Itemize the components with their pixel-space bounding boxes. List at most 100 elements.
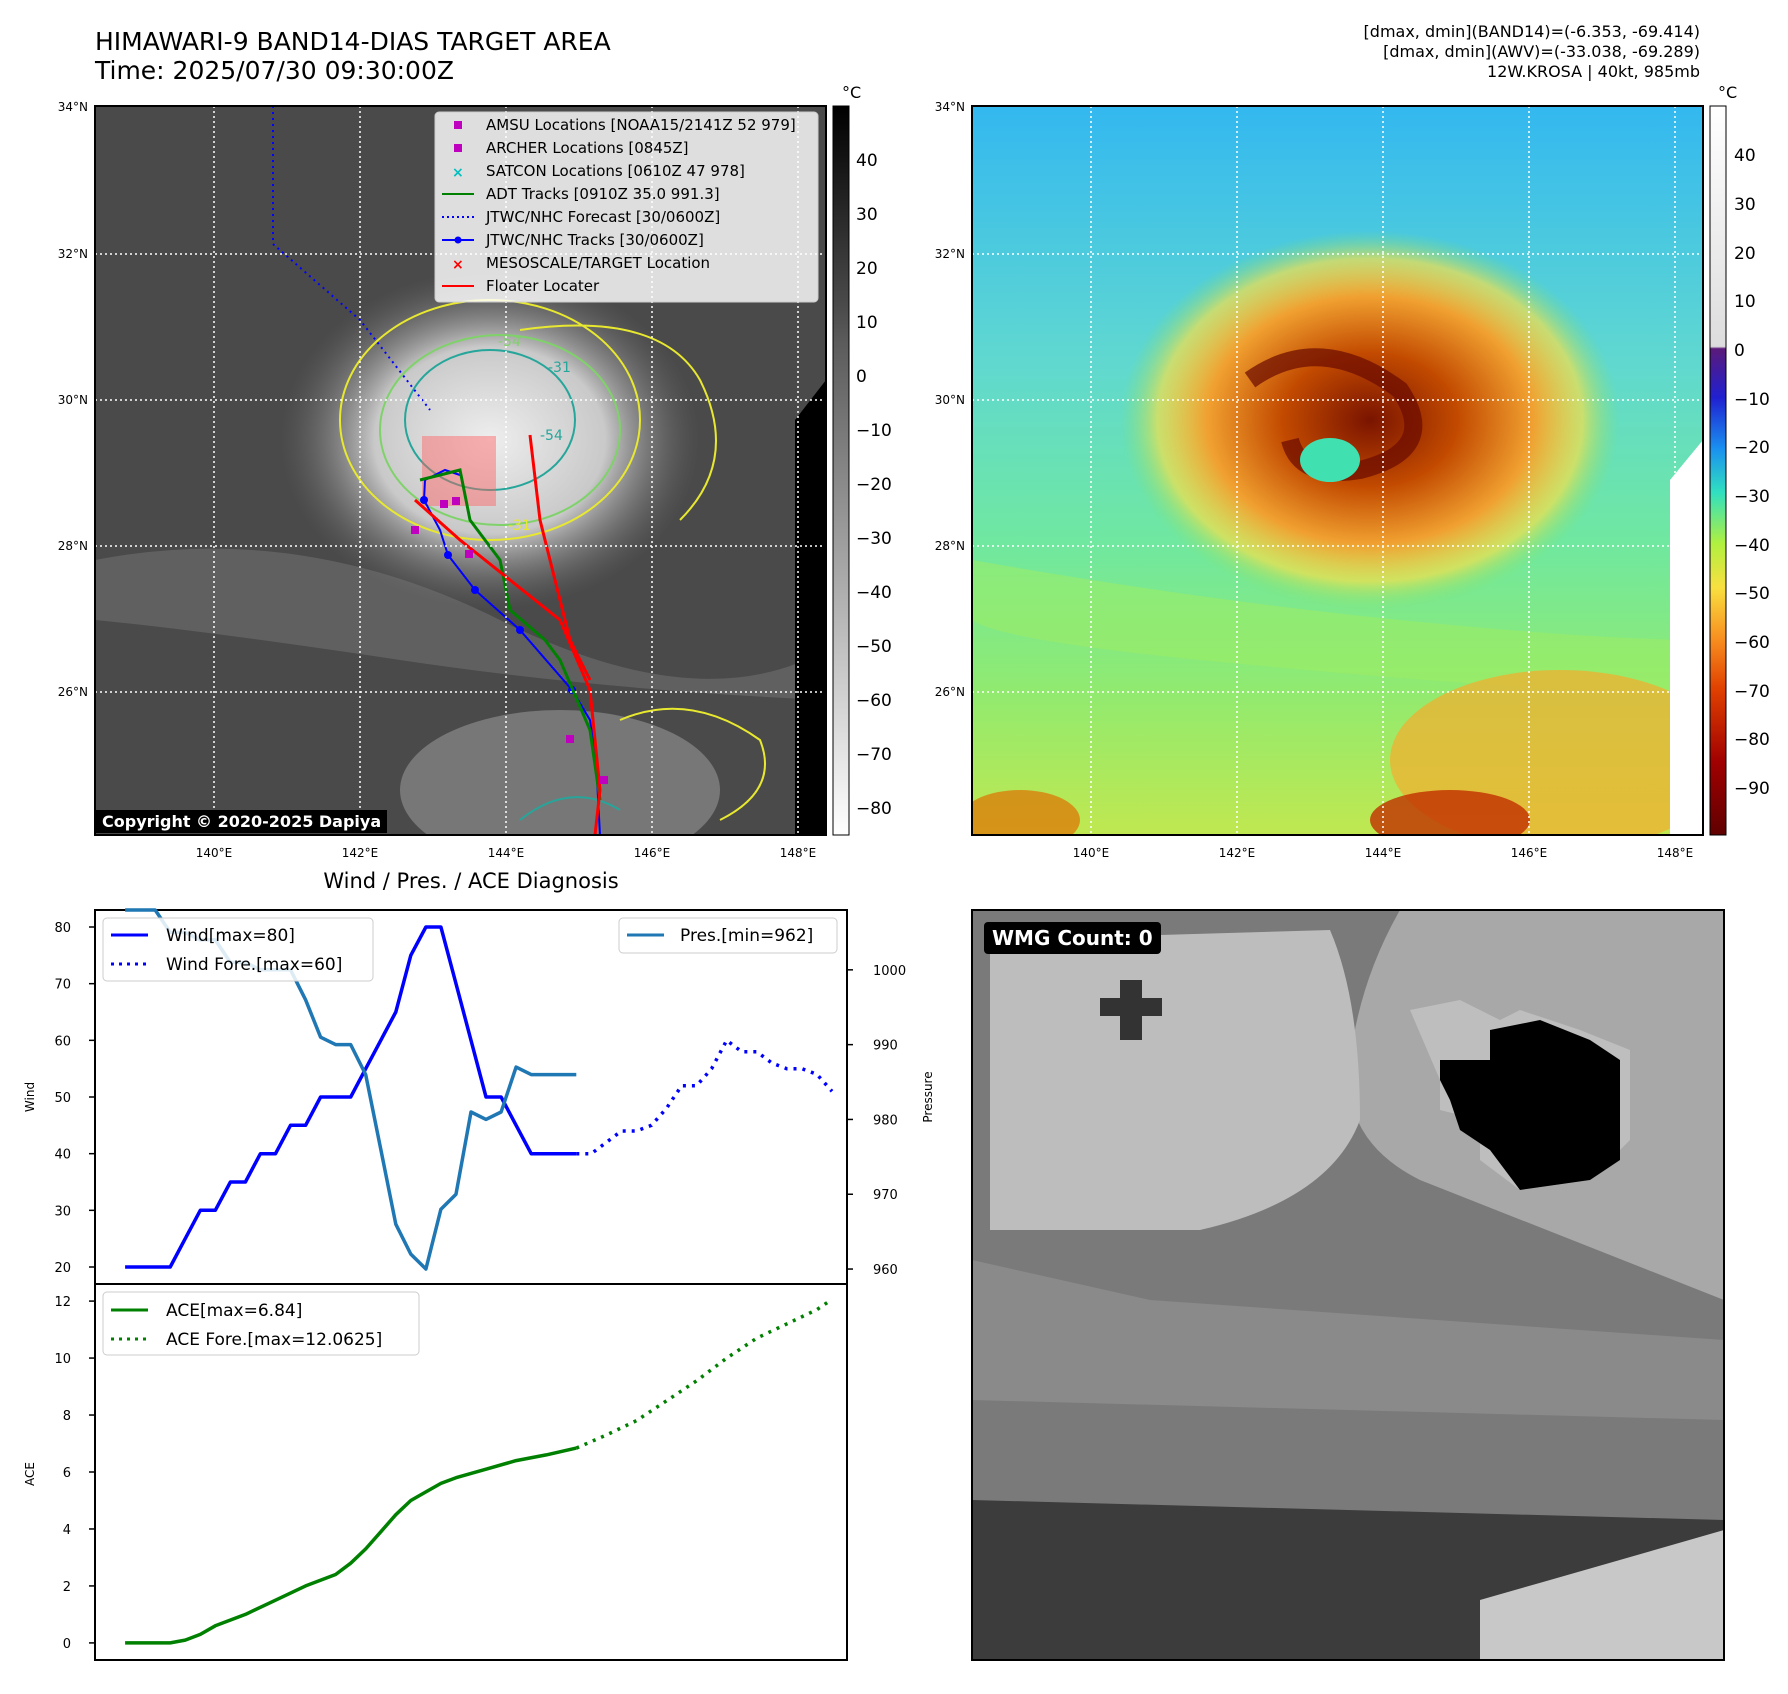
wind-legend-box	[102, 917, 374, 982]
lat-label: 26°N	[58, 685, 88, 699]
legend-label: ARCHER Locations [0845Z]	[486, 139, 689, 157]
diagnosis-title: Wind / Pres. / ACE Diagnosis	[323, 869, 618, 893]
cbar-tick: −30	[1734, 487, 1770, 507]
southern-cloud	[400, 710, 720, 835]
y-tick-label: 50	[54, 1091, 71, 1106]
moist-band	[972, 560, 1703, 700]
wmg-light-south	[1480, 1530, 1724, 1660]
contour-teal-south	[519, 796, 621, 821]
colorbar-gray-unit: °C	[842, 83, 861, 102]
map-left-lat-labels: 34°N 32°N 30°N 28°N 26°N	[58, 100, 88, 699]
legend-marker-target: ×	[452, 257, 464, 273]
lon-label: 140°E	[1073, 846, 1110, 860]
y-tick-label: 60	[54, 1034, 71, 1049]
legend-box	[434, 111, 819, 303]
cbar-tick: −70	[856, 745, 892, 765]
legend-label: SATCON Locations [0610Z 47 978]	[486, 162, 745, 180]
map-legend: AMSU Locations [NOAA15/2141Z 52 979] ARC…	[434, 111, 819, 303]
info-storm: 12W.KROSA | 40kt, 985mb	[1487, 62, 1700, 81]
cbar-tick: −90	[1734, 779, 1770, 799]
contour-label: -54	[498, 334, 521, 350]
legend-marker-amsu	[454, 121, 462, 129]
wmg-count-label: WMG Count: 0	[984, 922, 1161, 954]
contour-label: -54	[540, 428, 563, 444]
ace-chart: 0 2 4 6 8 10 12 ACE ACE[max=6.84] ACE Fore.[ma…	[23, 1283, 848, 1661]
y-tick-label-right: 990	[873, 1039, 898, 1054]
contour-lightgreen	[379, 334, 621, 526]
contour-teal	[404, 349, 576, 491]
cbar-tick: −20	[856, 475, 892, 495]
cbar-tick: −40	[856, 583, 892, 603]
wmg-panel	[971, 909, 1725, 1661]
series-line-ace	[125, 1446, 577, 1645]
pressure-ylabel: Pressure	[921, 1071, 935, 1122]
cbar-tick: −20	[1734, 438, 1770, 458]
ace-y-ticks: 0 2 4 6 8 10 12	[54, 1295, 95, 1652]
amsu-markers	[411, 497, 608, 784]
y-tick-label: 4	[63, 1523, 71, 1538]
legend-label-wind: Wind[max=80]	[166, 926, 295, 946]
y-tick-label-right: 960	[873, 1263, 898, 1278]
cbar-tick: −80	[1734, 730, 1770, 750]
lon-label: 146°E	[634, 846, 671, 860]
lon-label: 144°E	[1365, 846, 1402, 860]
y-tick-label: 70	[54, 978, 71, 993]
adt-track	[419, 468, 602, 801]
colorbar-color-bar	[1709, 105, 1727, 836]
legend-label-pressure: Pres.[min=962]	[680, 926, 813, 946]
lat-label: 28°N	[58, 539, 88, 553]
legend-label: ADT Tracks [0910Z 35.0 991.3]	[486, 185, 720, 203]
y-tick-label: 80	[54, 921, 71, 936]
storm-moisture	[1120, 230, 1620, 610]
southern-moisture-west	[972, 790, 1080, 835]
legend-label: JTWC/NHC Forecast [30/0600Z]	[485, 208, 720, 226]
cloud-band	[95, 548, 826, 700]
map-right-frame	[971, 105, 1704, 836]
wind-ylabel: Wind	[23, 1082, 37, 1112]
map-right-lat-labels: 34°N 32°N 30°N 28°N 26°N	[935, 100, 965, 699]
map-right-lon-labels: 140°E 142°E 144°E 146°E 148°E	[1073, 846, 1694, 860]
lat-label: 30°N	[935, 393, 965, 407]
storm-eye-region	[1300, 438, 1360, 482]
colorbar-color-unit: °C	[1718, 83, 1737, 102]
legend-label-ace-fore: ACE Fore.[max=12.0625]	[166, 1330, 382, 1350]
legend-label: MESOSCALE/TARGET Location	[486, 254, 710, 272]
colorbar-gray-ticks: 40 30 20 10 0 −10 −20 −30 −40 −50 −60 −7…	[856, 151, 892, 819]
wmg-eye	[1440, 1020, 1620, 1190]
wmg-light-region	[990, 930, 1360, 1230]
y-tick-label: 40	[54, 1148, 71, 1163]
cbar-tick: 10	[1734, 292, 1756, 312]
legend-label-wind-fore: Wind Fore.[max=60]	[166, 955, 342, 975]
colorbar-gray: °C 40 30 20 10 0 −10 −20 −30 −40 −50 −60…	[832, 83, 892, 836]
contour-yellow-south	[619, 707, 766, 821]
colorbar-color-ticks: 40 30 20 10 0 −10 −20 −30 −40 −50 −60 −7…	[1734, 146, 1770, 799]
pressure-y-ticks: 960 970 980 990 1000	[847, 964, 906, 1278]
cbar-tick: −40	[1734, 536, 1770, 556]
cbar-tick: 30	[856, 205, 878, 225]
ace-series-group	[125, 1297, 833, 1645]
info-awv-range: [dmax, dmin](AWV)=(-33.038, -69.289)	[1383, 42, 1700, 61]
lat-label: 32°N	[58, 247, 88, 261]
cbar-tick: −30	[856, 529, 892, 549]
wmg-frame	[971, 909, 1725, 1661]
legend-marker-satcon: ×	[452, 165, 464, 181]
legend-label: AMSU Locations [NOAA15/2141Z 52 979]	[486, 116, 796, 134]
y-tick-label-right: 970	[873, 1188, 898, 1203]
ace-legend-box	[102, 1291, 420, 1356]
y-tick-label: 12	[54, 1295, 71, 1310]
cbar-tick: −10	[1734, 390, 1770, 410]
y-tick-label: 30	[54, 1204, 71, 1219]
y-tick-label-right: 1000	[873, 964, 906, 979]
cbar-tick: −70	[1734, 682, 1770, 702]
lon-label: 140°E	[196, 846, 233, 860]
wind-pressure-chart: 20 30 40 50 60 70 80 960 970 980 990 1000 Wind Pre…	[23, 908, 935, 1285]
storm-cloud	[280, 270, 700, 610]
map-left-lon-labels: 140°E 142°E 144°E 146°E 148°E	[196, 846, 817, 860]
y-tick-label: 20	[54, 1261, 71, 1276]
cbar-tick: 10	[856, 313, 878, 333]
wmg-mid-band	[972, 1260, 1724, 1420]
cbar-tick: −60	[856, 691, 892, 711]
colorbar-color: °C 40 30 20 10 0 −10 −20 −30 −40 −50 −60…	[1709, 83, 1770, 836]
y-tick-label: 8	[63, 1409, 71, 1424]
southern-moisture-core	[1370, 790, 1530, 835]
